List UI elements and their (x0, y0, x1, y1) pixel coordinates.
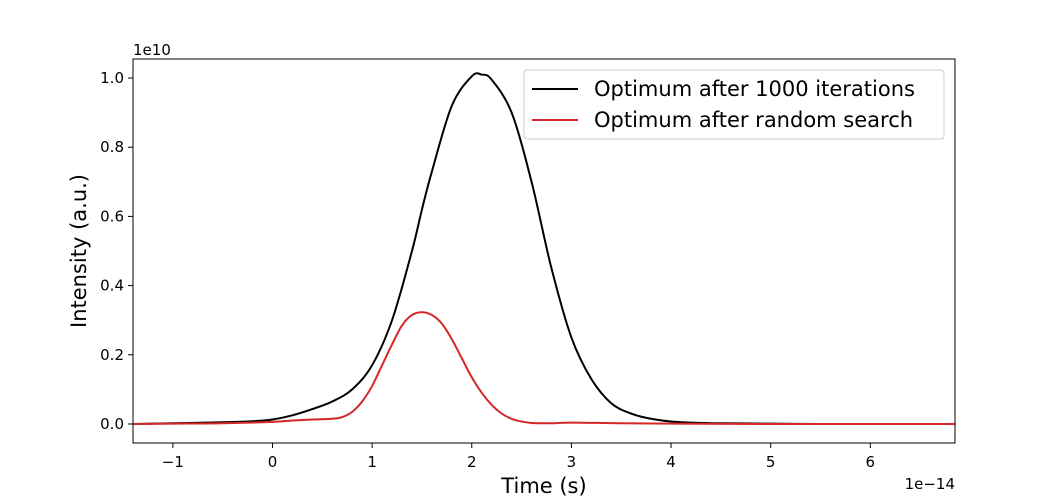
x-tick-label: −1 (162, 453, 184, 471)
y-tick-label: 0.2 (100, 346, 124, 364)
x-tick-label: 2 (467, 453, 477, 471)
series-layer (132, 72, 956, 425)
y-axis-label: Intensity (a.u.) (67, 174, 91, 328)
y-tick-label: 1.0 (100, 69, 124, 87)
series-line-2 (132, 311, 956, 425)
legend-entry-1: Optimum after 1000 iterations (594, 77, 915, 101)
x-tick-label: 0 (268, 453, 278, 471)
y-axis-multiplier: 1e10 (133, 41, 171, 59)
x-axis-label: Time (s) (500, 474, 586, 498)
y-axis-ticks: 0.0 0.2 0.4 0.6 0.8 1.0 (100, 69, 133, 433)
legend-box (523, 69, 945, 140)
y-tick-label: 0.8 (100, 138, 124, 156)
x-tick-label: 3 (567, 453, 577, 471)
y-tick-label: 0.4 (100, 277, 124, 295)
x-tick-label: 5 (766, 453, 776, 471)
y-tick-label: 0.6 (100, 207, 124, 225)
x-tick-label: 4 (666, 453, 676, 471)
legend-entry-2: Optimum after random search (594, 108, 913, 132)
x-axis-ticks: −1 0 1 2 3 4 5 6 (162, 443, 875, 471)
x-tick-label: 6 (866, 453, 876, 471)
x-tick-label: 1 (367, 453, 377, 471)
legend: Optimum after 1000 iterations Optimum aft… (523, 69, 945, 140)
series-line-1 (132, 72, 955, 425)
plot-frame (132, 58, 956, 444)
x-axis-multiplier: 1e−14 (905, 475, 955, 493)
y-tick-label: 0.0 (100, 415, 124, 433)
